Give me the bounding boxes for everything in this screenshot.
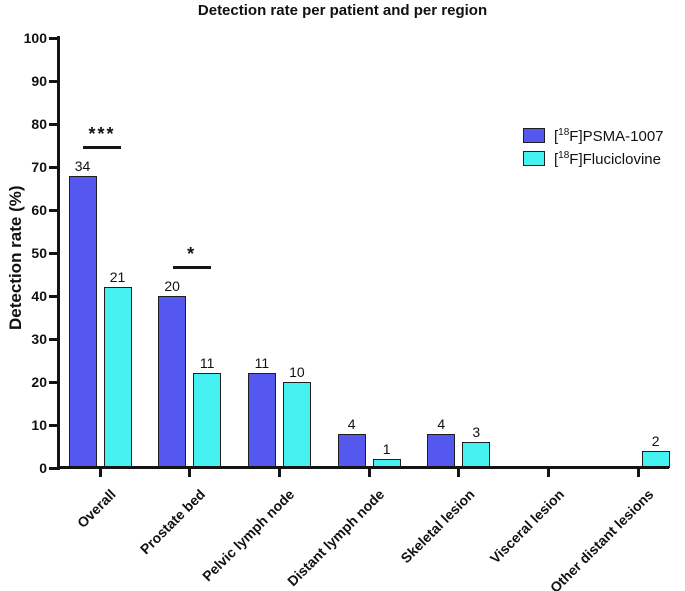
legend: [18F]PSMA-1007 [18F]Fluciclovine: [523, 124, 664, 170]
y-tick-label: 50: [31, 245, 47, 261]
y-tick: [49, 466, 57, 470]
legend-label-isotope: 18: [558, 149, 570, 161]
y-tick-label: 10: [31, 417, 47, 433]
x-axis-category-text: Other distant lesions: [546, 486, 657, 591]
y-tick: [49, 208, 57, 212]
y-tick-label: 70: [31, 159, 47, 175]
y-tick: [49, 165, 57, 169]
y-tick: [49, 36, 57, 40]
x-tick: [277, 469, 281, 477]
legend-item-fluciclovine: [18F]Fluciclovine: [523, 147, 664, 170]
bar-value-label: 4: [347, 415, 356, 432]
bar-18fpsma-1007-prostate-bed: [158, 296, 187, 468]
y-tick-label: 30: [31, 331, 47, 347]
legend-label-suffix: F]Fluciclovine: [569, 150, 661, 168]
bar-18ffluciclovine-pelvic-lymph-node: [282, 382, 311, 468]
legend-label-prefix: [: [554, 127, 559, 145]
legend-swatch-fluciclovine: [523, 151, 545, 166]
y-tick: [49, 79, 57, 83]
y-tick-label: 40: [31, 288, 47, 304]
y-tick-label: 20: [31, 374, 47, 390]
x-axis-category-text: Visceral lesion: [486, 486, 567, 567]
bar-18ffluciclovine-skeletal-lesion: [462, 442, 491, 468]
significance-line: [172, 265, 211, 269]
bar-value-label: 11: [254, 355, 270, 372]
bar-18ffluciclovine-prostate-bed: [193, 373, 222, 468]
bar-value-label: 34: [74, 157, 91, 174]
y-tick: [49, 423, 57, 427]
y-tick: [49, 294, 57, 298]
legend-swatch-psma-1007: [523, 128, 545, 143]
x-axis-category-text: Pelvic lymph node: [199, 486, 298, 585]
y-tick-label: 0: [39, 460, 47, 476]
legend-label-psma-1007: [18F]PSMA-1007: [554, 127, 664, 145]
y-tick: [49, 380, 57, 384]
x-axis-category-text: Prostate bed: [136, 486, 209, 558]
x-tick: [547, 469, 550, 477]
bar-value-label: 3: [472, 424, 481, 441]
bar-18fpsma-1007-skeletal-lesion: [427, 433, 456, 468]
x-tick: [636, 469, 640, 477]
significance-stars: ***: [88, 123, 116, 144]
legend-label-prefix: [: [554, 150, 559, 168]
chart-title: Detection rate per patient and per regio…: [197, 2, 488, 19]
legend-label-isotope: 18: [558, 126, 570, 138]
bar-18fpsma-1007-overall: [68, 175, 97, 468]
y-axis-line: [57, 36, 60, 470]
y-tick-label: 60: [31, 202, 47, 218]
y-tick: [49, 251, 57, 255]
legend-label-suffix: F]PSMA-1007: [569, 127, 664, 145]
bar-value-label: 4: [437, 415, 446, 432]
x-tick: [457, 469, 461, 477]
x-tick: [98, 469, 102, 477]
bar-value-label: 2: [651, 432, 660, 449]
legend-label-fluciclovine: [18F]Fluciclovine: [554, 150, 661, 168]
x-axis-line: [57, 466, 669, 469]
x-tick: [188, 469, 192, 477]
legend-item-psma-1007: [18F]PSMA-1007: [523, 124, 664, 147]
bar-18ffluciclovine-overall: [103, 287, 132, 468]
x-axis-category-text: Overall: [73, 486, 119, 531]
bar-value-label: 21: [109, 269, 126, 286]
y-tick: [49, 122, 57, 126]
bar-18fpsma-1007-distant-lymph-node: [337, 433, 366, 468]
y-tick: [49, 337, 57, 341]
bar-value-label: 11: [199, 355, 215, 372]
y-tick-label: 90: [31, 73, 47, 89]
bar-value-label: 10: [289, 364, 305, 380]
significance-line: [83, 145, 121, 149]
y-tick-label: 100: [23, 30, 47, 46]
x-axis-category-text: Distant lymph node: [284, 486, 388, 590]
bar-value-label: 1: [382, 441, 391, 458]
y-tick-label: 80: [31, 116, 47, 132]
bar-18fpsma-1007-pelvic-lymph-node: [247, 373, 276, 468]
significance-stars: *: [187, 243, 197, 264]
bar-value-label: 20: [164, 278, 180, 294]
x-axis-category-text: Skeletal lesion: [397, 486, 478, 567]
x-tick: [367, 469, 371, 477]
